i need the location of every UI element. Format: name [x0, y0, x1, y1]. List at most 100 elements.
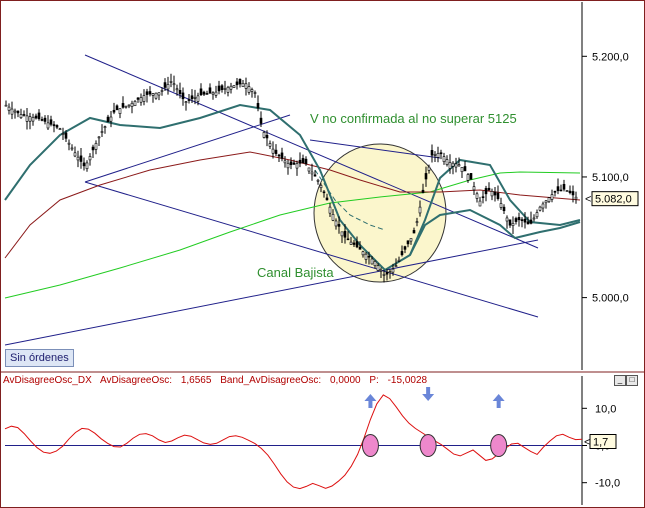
price-candle: [295, 160, 299, 176]
price-candle: [124, 105, 128, 109]
price-candle: [85, 160, 89, 172]
channel-line: [84, 114, 291, 183]
price-candle: [310, 163, 314, 181]
price-candle: [58, 127, 62, 130]
signal-up-arrow-icon: [364, 394, 377, 408]
price-candle: [454, 157, 458, 173]
signal-down-arrow-icon: [422, 387, 435, 401]
price-candle: [43, 115, 47, 125]
price-candle: [529, 211, 533, 225]
price-candle: [406, 240, 410, 248]
price-candle: [91, 144, 95, 159]
price-candle: [241, 80, 245, 87]
price-candle: [112, 102, 116, 115]
price-candle: [283, 156, 287, 168]
oscillator-line: [4, 394, 583, 490]
price-candle: [22, 110, 26, 117]
price-candle: [88, 153, 92, 166]
price-candle: [457, 157, 461, 167]
price-candle: [205, 90, 209, 95]
channel-line: [309, 139, 441, 159]
minimize-icon[interactable]: _: [614, 375, 626, 386]
osc-last-value-label: 1,7: [593, 437, 608, 449]
price-candle: [553, 190, 557, 197]
price-candle: [445, 155, 449, 167]
price-candle: [61, 127, 65, 141]
price-candle: [148, 86, 152, 97]
price-candle: [46, 115, 50, 130]
price-candle: [253, 90, 257, 98]
price-candle: [292, 159, 296, 165]
price-candle: [556, 178, 560, 195]
price-candle: [535, 209, 539, 219]
price-candle: [517, 212, 521, 227]
price-candle: [286, 159, 290, 175]
price-candle: [223, 80, 227, 95]
price-candle: [163, 78, 167, 92]
price-candle: [565, 189, 569, 192]
price-candle: [523, 212, 527, 229]
price-candle: [550, 189, 554, 203]
price-candle: [394, 258, 398, 268]
ma-darkred-line: [4, 151, 581, 259]
price-candle: [196, 92, 200, 106]
price-candle: [487, 182, 491, 191]
price-candle: [256, 95, 260, 112]
maximize-icon[interactable]: □: [626, 375, 638, 386]
price-candle: [433, 151, 437, 163]
price-candle: [7, 103, 11, 115]
signal-up-arrow-icon: [492, 394, 505, 408]
price-candle: [214, 85, 218, 98]
price-candle: [208, 83, 212, 94]
price-candle: [427, 164, 431, 174]
price-candle: [385, 269, 389, 281]
ma-green-line: [4, 171, 581, 299]
price-candle: [568, 185, 572, 195]
price-candle: [199, 83, 203, 97]
price-candle: [388, 269, 392, 279]
price-candle: [415, 217, 419, 227]
no-orders-button[interactable]: Sin órdenes: [5, 349, 74, 367]
price-candle: [34, 113, 38, 120]
price-candle: [400, 245, 404, 257]
price-candle: [571, 185, 575, 203]
price-candle: [55, 124, 59, 130]
price-candle: [397, 256, 401, 263]
price-candle: [82, 157, 86, 171]
band-line-upper: [4, 103, 581, 272]
price-candle: [247, 82, 251, 95]
price-candle: [364, 252, 368, 264]
price-candle: [265, 130, 269, 147]
oscillator-header: AvDisagreeOsc_DX AvDisagreeOsc: 1,6565 B…: [3, 375, 433, 386]
price-candle: [526, 216, 530, 225]
price-candle: [190, 89, 194, 104]
price-candle: [169, 73, 173, 88]
price-candle: [229, 82, 233, 94]
price-candle: [304, 156, 308, 166]
price-candle: [202, 90, 206, 96]
price-candle: [424, 166, 428, 187]
band-line-lower: [409, 208, 581, 256]
price-candle: [226, 85, 230, 97]
price-candle: [520, 217, 524, 228]
price-candle: [538, 205, 542, 212]
price-candle: [448, 154, 452, 174]
price-candle: [358, 241, 362, 250]
crossing-circle: [361, 434, 379, 457]
price-candle: [136, 97, 140, 103]
price-candle: [151, 92, 155, 103]
price-candle: [313, 170, 317, 177]
price-candle: [298, 152, 302, 168]
price-candle: [562, 179, 566, 192]
price-candle: [367, 251, 371, 265]
price-candle: [64, 130, 68, 143]
oscillator-p-value: -15,0028: [387, 375, 428, 386]
price-candle: [472, 181, 476, 196]
price-candle: [175, 84, 179, 96]
price-candle: [76, 150, 80, 168]
price-candle: [289, 157, 293, 170]
price-candle: [331, 209, 335, 222]
price-candle: [481, 190, 485, 204]
